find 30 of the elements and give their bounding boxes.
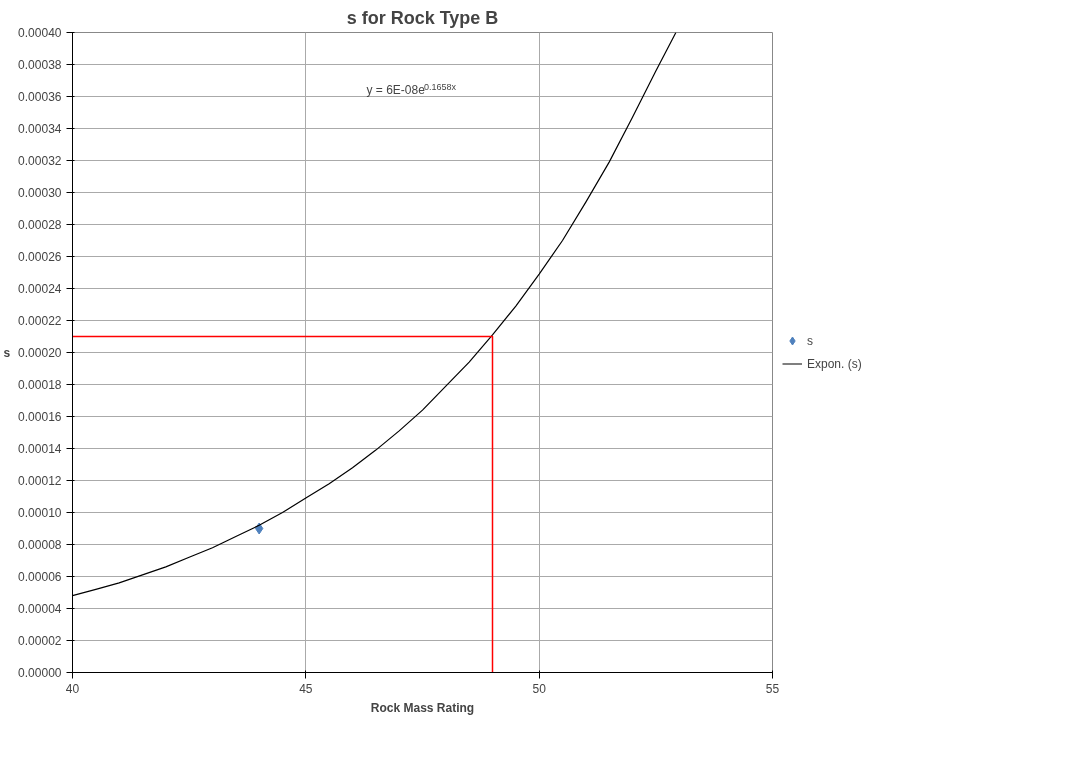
y-tick-label: 0.00024 — [18, 282, 62, 296]
y-tick-label: 0.00034 — [18, 122, 62, 136]
y-tick-label: 0.00014 — [18, 442, 62, 456]
legend-label: Expon. (s) — [807, 356, 862, 371]
y-tick-label: 0.00008 — [18, 538, 62, 552]
y-tick-label: 0.00012 — [18, 474, 62, 488]
y-tick-label: 0.00006 — [18, 570, 62, 584]
y-tick-label: 0.00020 — [18, 346, 62, 360]
x-axis-title: Rock Mass Rating — [370, 700, 475, 715]
y-tick-label: 0.00032 — [18, 154, 62, 168]
y-tick-label: 0.00004 — [18, 602, 62, 616]
y-tick-label: 0.00028 — [18, 218, 62, 232]
y-tick-label: 0.00026 — [18, 250, 62, 264]
x-tick-label: 50 — [532, 681, 547, 696]
chart-title: s for Rock Type B — [346, 7, 499, 28]
y-tick-label: 0.00018 — [18, 378, 62, 392]
y-tick-label: 0.00022 — [18, 314, 62, 328]
y-tick-label: 0.00002 — [18, 634, 62, 648]
legend-label: s — [807, 333, 814, 348]
y-tick-label: 0.00038 — [18, 58, 62, 72]
y-tick-label: 0.00016 — [18, 410, 62, 424]
x-tick-label: 40 — [65, 681, 80, 696]
y-axis-title: s — [3, 345, 11, 360]
x-tick-label: 45 — [299, 681, 313, 696]
x-tick-label: 55 — [765, 681, 780, 696]
y-tick-label: 0.00040 — [18, 26, 62, 40]
y-tick-label: 0.00030 — [18, 186, 62, 200]
y-tick-label: 0.00000 — [18, 666, 62, 680]
y-tick-label: 0.00036 — [18, 90, 62, 104]
y-tick-label: 0.00010 — [18, 506, 62, 520]
